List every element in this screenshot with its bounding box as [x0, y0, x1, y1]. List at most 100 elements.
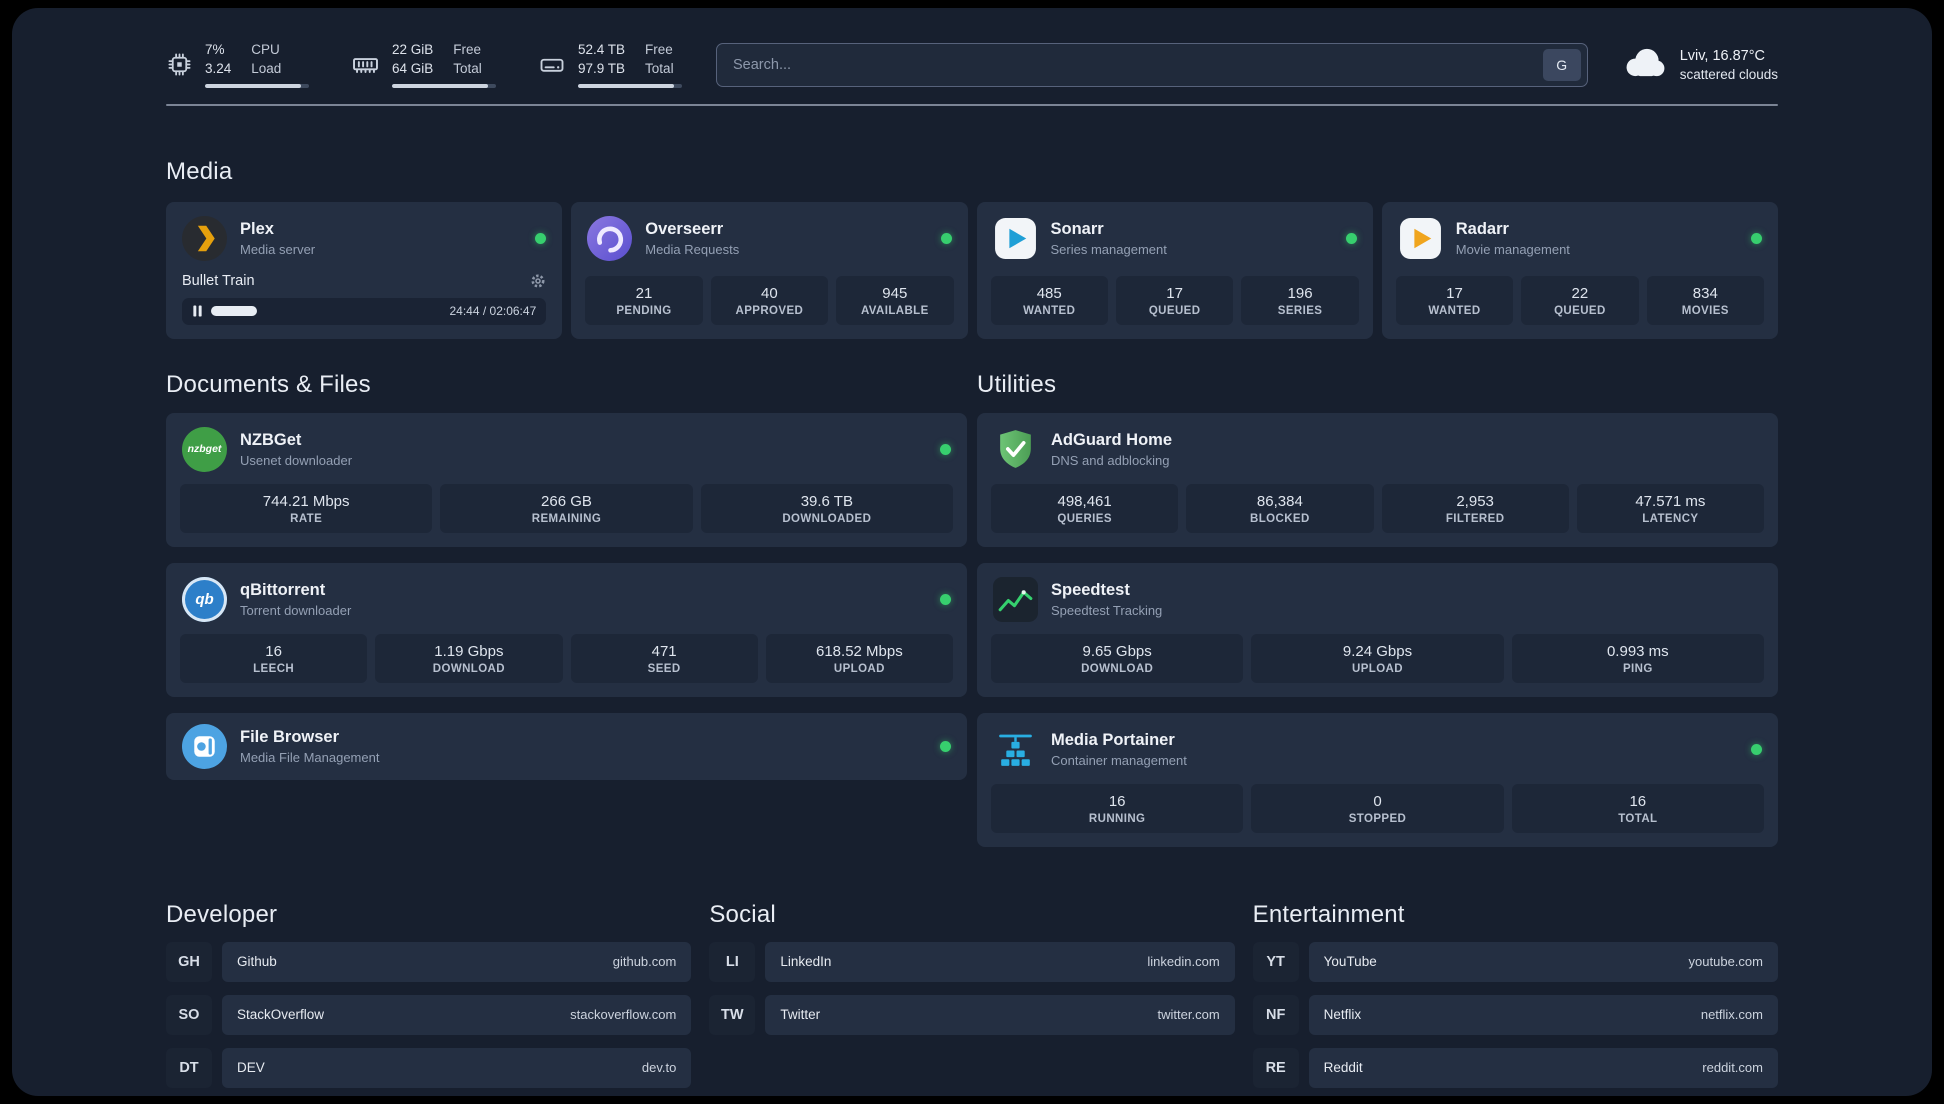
- stat-tile: 945 AVAILABLE: [836, 275, 954, 325]
- section-title-entertainment: Entertainment: [1252, 900, 1405, 928]
- app-card-nzbget[interactable]: nzbget NZBGet Usenet downloader 744.21 M…: [166, 412, 967, 547]
- status-online-dot: [940, 740, 951, 752]
- bookmark-netflix[interactable]: NF Netflix netflix.com: [1252, 994, 1778, 1035]
- bookmark-github[interactable]: GH Github github.com: [166, 941, 692, 982]
- bookmark-youtube[interactable]: YT YouTube youtube.com: [1252, 941, 1778, 982]
- bookmark-abbr: SO: [166, 994, 212, 1035]
- bookmark-abbr: YT: [1252, 941, 1299, 982]
- stat-tile: 2,953 FILTERED: [1381, 483, 1569, 533]
- stat-tile: 9.65 Gbps DOWNLOAD: [991, 633, 1244, 683]
- app-name: NZBGet: [240, 430, 302, 449]
- bookmark-name: Github: [237, 954, 277, 970]
- app-desc: Media File Management: [240, 749, 380, 765]
- stat-tile: 196 SERIES: [1241, 275, 1359, 325]
- cpu-label: CPU: [251, 42, 280, 57]
- stat-tile: 618.52 Mbps UPLOAD: [765, 633, 953, 683]
- section-utilities: Utilities AdGuard Home: [977, 371, 1778, 847]
- app-card-adguard[interactable]: AdGuard Home DNS and adblocking 498,461 Q…: [977, 412, 1778, 547]
- bookmark-abbr: DT: [166, 1047, 212, 1088]
- cpu-load-value: 3.24: [205, 60, 232, 76]
- app-name: Overseerr: [645, 219, 724, 238]
- disk-usage-bar: [578, 83, 682, 88]
- stat-tile: 9.24 Gbps UPLOAD: [1251, 633, 1504, 683]
- track-title: Bullet Train: [182, 272, 255, 289]
- section-title-utilities: Utilities: [977, 370, 1057, 398]
- hard-drive-icon: [538, 51, 566, 79]
- bookmark-name: YouTube: [1323, 954, 1377, 970]
- search-engine-button[interactable]: G: [1542, 48, 1581, 81]
- app-desc: Container management: [1051, 752, 1187, 768]
- seek-track[interactable]: [211, 306, 442, 317]
- app-desc: Speedtest Tracking: [1051, 602, 1163, 618]
- disk-total-value: 97.9 TB: [578, 60, 626, 76]
- header-divider: [166, 103, 1778, 106]
- stat-tile: 17 WANTED: [1395, 275, 1514, 325]
- app-name: qBittorrent: [240, 580, 326, 599]
- settings-gear-icon[interactable]: [530, 273, 546, 289]
- section-social: Social LI LinkedIn linkedin.com TW Twitte…: [709, 900, 1235, 1088]
- bookmark-abbr: TW: [709, 994, 756, 1035]
- stat-tile: 0 STOPPED: [1251, 783, 1504, 833]
- app-card-radarr[interactable]: Radarr Movie management 17 WANTED 22 QUEUE…: [1381, 201, 1778, 339]
- adguard-shield-icon: [993, 427, 1038, 472]
- status-online-dot: [940, 593, 951, 605]
- stat-tile: 17 QUEUED: [1115, 275, 1234, 325]
- disk-usage-fill: [578, 83, 674, 88]
- section-developer: Developer GH Github github.com SO StackOv…: [166, 900, 692, 1088]
- app-name: Radarr: [1455, 219, 1509, 238]
- app-card-sonarr[interactable]: Sonarr Series management 485 WANTED 17 QUE…: [976, 201, 1373, 339]
- bookmark-url: netflix.com: [1700, 1007, 1763, 1023]
- app-desc: Media server: [240, 241, 316, 257]
- app-name: AdGuard Home: [1051, 430, 1173, 449]
- bookmark-url: linkedin.com: [1147, 954, 1220, 970]
- bookmark-twitter[interactable]: TW Twitter twitter.com: [709, 994, 1235, 1035]
- overseerr-icon: [587, 215, 633, 261]
- ram-widget: 22 GiB 64 GiB Free Total: [351, 42, 496, 88]
- status-online-dot: [1345, 232, 1357, 244]
- bookmark-reddit[interactable]: RE Reddit reddit.com: [1252, 1047, 1778, 1088]
- pause-icon[interactable]: [192, 305, 203, 317]
- app-card-filebrowser[interactable]: File Browser Media File Management: [166, 712, 967, 780]
- bookmark-linkedin[interactable]: LI LinkedIn linkedin.com: [709, 941, 1235, 982]
- bookmark-name: DEV: [237, 1060, 265, 1076]
- bookmark-dev[interactable]: DT DEV dev.to: [166, 1047, 692, 1088]
- bookmark-abbr: LI: [709, 941, 756, 982]
- app-desc: Movie management: [1455, 241, 1570, 257]
- bookmark-stackoverflow[interactable]: SO StackOverflow stackoverflow.com: [166, 994, 692, 1035]
- weather-condition: scattered clouds: [1679, 66, 1778, 82]
- app-desc: Usenet downloader: [240, 452, 353, 468]
- stat-tile: 16 RUNNING: [991, 783, 1244, 833]
- speedtest-chart-icon: [993, 576, 1038, 622]
- bookmark-url: youtube.com: [1688, 954, 1763, 970]
- dashboard-screen: 7% 3.24 CPU Load: [12, 8, 1932, 1096]
- portainer-crane-icon: [993, 727, 1038, 772]
- ram-free-value: 22 GiB: [392, 42, 434, 57]
- app-desc: Media Requests: [645, 241, 740, 257]
- status-online-dot: [1751, 232, 1762, 244]
- stat-tile: 485 WANTED: [990, 275, 1108, 325]
- stat-tile: 40 APPROVED: [710, 275, 829, 325]
- ram-usage-fill: [392, 83, 488, 88]
- section-title-developer: Developer: [166, 900, 278, 928]
- app-name: File Browser: [240, 727, 340, 746]
- section-title-documents: Documents & Files: [166, 370, 371, 398]
- app-card-plex[interactable]: Plex Media server Bullet Train: [166, 201, 563, 339]
- bookmark-name: Reddit: [1323, 1060, 1363, 1076]
- cpu-widget: 7% 3.24 CPU Load: [166, 42, 309, 88]
- stat-tile: 266 GB REMAINING: [440, 483, 693, 533]
- disk-widget: 52.4 TB 97.9 TB Free Total: [538, 42, 682, 88]
- section-media: Media Plex Media server Bullet Train: [166, 158, 1778, 339]
- section-title-social: Social: [709, 900, 776, 928]
- search-input[interactable]: [733, 56, 1535, 73]
- search-bar: G: [716, 42, 1588, 87]
- playback-progress-bar[interactable]: 24:44 / 02:06:47: [182, 297, 547, 325]
- app-card-speedtest[interactable]: Speedtest Speedtest Tracking 9.65 Gbps DO…: [977, 562, 1778, 697]
- app-card-portainer[interactable]: Media Portainer Container management 16 R…: [977, 712, 1778, 847]
- app-name: Sonarr: [1050, 219, 1104, 238]
- ram-icon: [351, 50, 380, 79]
- status-online-dot: [940, 443, 951, 455]
- app-card-overseerr[interactable]: Overseerr Media Requests 21 PENDING 40 APP…: [571, 201, 968, 339]
- app-card-qbittorrent[interactable]: qb qBittorrent Torrent downloader 16 LEEC…: [166, 562, 967, 697]
- disk-free-label: Free: [645, 42, 673, 57]
- bookmark-abbr: NF: [1252, 994, 1299, 1035]
